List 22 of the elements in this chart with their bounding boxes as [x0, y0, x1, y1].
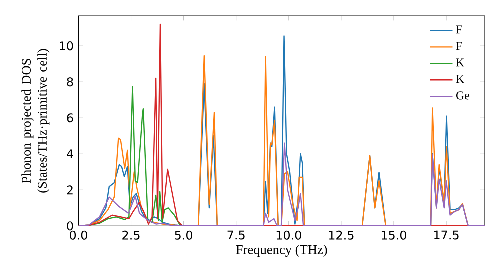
line-series: [78, 142, 485, 226]
y-tick-label: 6: [67, 114, 74, 123]
y-axis-title: Phonon projected DOS (States/THz·primitive cell): [22, 49, 50, 193]
x-tick-label: 0.0: [70, 230, 88, 240]
y-tick-label: 10: [60, 41, 74, 51]
legend-label: F: [456, 42, 462, 50]
x-tick-label: 2.5: [122, 230, 140, 240]
x-tick-label: 7.5: [228, 230, 245, 240]
legend-label: K: [456, 58, 465, 66]
legend-label: Ge: [456, 92, 470, 100]
x-tick-label: 15.0: [382, 230, 406, 240]
y-tick-label: 4: [67, 150, 74, 158]
y-tick-label: 2: [67, 186, 73, 194]
x-axis-title: Frequency (THz): [236, 244, 328, 258]
x-tick-label: 17.5: [434, 230, 459, 240]
legend-label: K: [456, 75, 465, 83]
x-tick-label: 5.0: [175, 230, 193, 240]
y-tick-label: 0: [67, 222, 74, 231]
legend-label: F: [456, 26, 462, 34]
x-tick-label: 12.5: [329, 230, 354, 240]
x-tick-label: 10.0: [276, 230, 302, 240]
y-tick-label: 8: [67, 77, 74, 87]
